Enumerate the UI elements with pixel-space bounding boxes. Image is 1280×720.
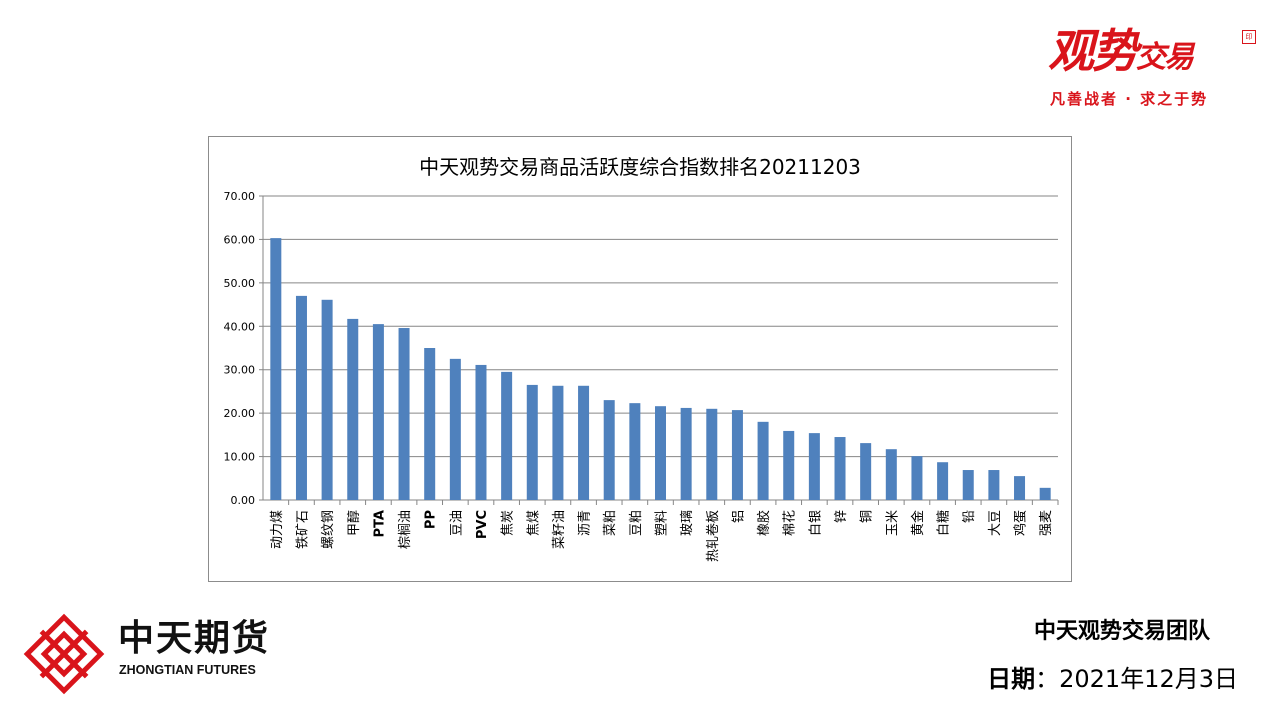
x-tick-label: 螺纹钢 bbox=[321, 510, 336, 549]
bar-黄金 bbox=[911, 456, 923, 500]
guanshi-brand-logo: 观势交易 印 凡善战者 · 求之于势 bbox=[1040, 22, 1260, 112]
x-tick-label: 豆粕 bbox=[629, 510, 644, 536]
bar-棉花 bbox=[783, 430, 795, 500]
x-tick-label: PP bbox=[424, 510, 439, 529]
x-tick-label: 铁矿石 bbox=[295, 510, 310, 549]
company-name-en: ZHONGTIAN FUTURES bbox=[119, 663, 256, 677]
bar-鸡蛋 bbox=[1014, 476, 1026, 500]
bar-白银 bbox=[808, 433, 820, 500]
y-tick-label: 0.00 bbox=[231, 494, 256, 507]
y-tick-label: 70.00 bbox=[224, 190, 256, 203]
brand-name-main: 观势 bbox=[1048, 24, 1138, 78]
bar-玻璃 bbox=[680, 407, 692, 500]
bar-焦炭 bbox=[501, 371, 513, 500]
x-tick-label: 玉米 bbox=[885, 510, 900, 536]
y-tick-label: 20.00 bbox=[224, 407, 256, 420]
x-tick-label: 焦煤 bbox=[526, 510, 541, 536]
bar-PVC bbox=[475, 364, 487, 500]
x-tick-label: 豆油 bbox=[449, 510, 464, 536]
x-tick-label: 铝 bbox=[731, 510, 746, 523]
report-date: 日期：2021年12月3日 bbox=[987, 664, 1238, 694]
bar-沥青 bbox=[578, 385, 590, 500]
x-tick-label: 沥青 bbox=[578, 510, 593, 536]
bar-橡胶 bbox=[757, 421, 769, 500]
bar-chart: 中天观势交易商品活跃度综合指数排名20211203 0.00 10.00 20.00… bbox=[208, 136, 1072, 582]
brand-tagline: 凡善战者 · 求之于势 bbox=[1050, 90, 1209, 108]
x-tick-label: 棕榈油 bbox=[398, 510, 413, 549]
team-name: 中天观势交易团队 bbox=[1033, 619, 1210, 644]
x-tick-label: 菜籽油 bbox=[552, 510, 567, 549]
bar-菜籽油 bbox=[552, 385, 564, 500]
bar-大豆 bbox=[988, 470, 1000, 500]
date-value: 2021年12月3日 bbox=[1059, 665, 1238, 693]
bar-PTA bbox=[372, 324, 384, 500]
x-tick-label: PTA bbox=[372, 510, 387, 537]
date-label: 日期 bbox=[987, 665, 1036, 693]
bar-铜 bbox=[860, 443, 872, 500]
x-tick-label: 铅 bbox=[962, 510, 977, 523]
x-tick-label: 铜 bbox=[860, 510, 875, 523]
bar-豆粕 bbox=[629, 403, 641, 500]
bar-螺纹钢 bbox=[321, 299, 333, 500]
bar-甲醇 bbox=[347, 318, 359, 500]
bar-白糖 bbox=[937, 462, 949, 500]
x-tick-label: 甲醇 bbox=[346, 510, 362, 536]
bar-锌 bbox=[834, 437, 846, 500]
bar-强麦 bbox=[1039, 487, 1051, 500]
brand-name-sub: 交易 bbox=[1136, 40, 1194, 75]
bar-豆油 bbox=[449, 358, 461, 500]
bar-棕榈油 bbox=[398, 328, 410, 500]
y-tick-label: 60.00 bbox=[224, 233, 256, 246]
y-tick-label: 30.00 bbox=[224, 364, 256, 377]
x-tick-label: 热轧卷板 bbox=[705, 510, 721, 562]
bar-焦煤 bbox=[526, 384, 538, 500]
x-tick-label: 菜粕 bbox=[603, 510, 618, 536]
x-tick-label: 橡胶 bbox=[756, 510, 772, 536]
zhongtian-futures-logo: 中天期货 ZHONGTIAN FUTURES bbox=[22, 612, 282, 696]
bar-玉米 bbox=[885, 449, 897, 500]
y-tick-label: 40.00 bbox=[224, 320, 256, 333]
x-tick-label: 大豆 bbox=[988, 510, 1003, 536]
x-tick-label: 玻璃 bbox=[680, 510, 695, 536]
bar-铝 bbox=[731, 410, 743, 500]
x-tick-label: 白银 bbox=[807, 510, 823, 536]
bar-PP bbox=[424, 348, 436, 500]
bar-铁矿石 bbox=[295, 295, 307, 500]
date-separator: ： bbox=[1035, 665, 1060, 693]
x-tick-label: 塑料 bbox=[655, 510, 670, 536]
brand-seal-icon: 印 bbox=[1242, 30, 1256, 44]
chart-title: 中天观势交易商品活跃度综合指数排名20211203 bbox=[419, 155, 861, 179]
company-name-cn: 中天期货 bbox=[118, 618, 271, 659]
zhongtian-emblem-icon bbox=[23, 613, 105, 695]
chart-canvas: 0.00 10.00 20.00 30.00 40.00 50.00 60.00 70.00 动… bbox=[224, 190, 1059, 562]
bar-塑料 bbox=[655, 406, 666, 500]
bar-热轧卷板 bbox=[706, 408, 718, 500]
y-tick-label: 10.00 bbox=[224, 451, 256, 464]
bar-菜粕 bbox=[603, 400, 615, 500]
bar-铅 bbox=[962, 470, 974, 500]
x-tick-label: 棉花 bbox=[782, 510, 798, 536]
bar-动力煤 bbox=[270, 238, 282, 500]
x-tick-label: 焦炭 bbox=[501, 510, 516, 536]
x-tick-label: 锌 bbox=[834, 510, 849, 523]
x-tick-label: PVC bbox=[475, 510, 490, 539]
x-tick-label: 鸡蛋 bbox=[1013, 510, 1029, 536]
x-tick-label: 动力煤 bbox=[270, 510, 285, 549]
x-tick-label: 黄金 bbox=[910, 510, 926, 536]
x-tick-label: 强麦 bbox=[1039, 510, 1054, 536]
y-tick-label: 50.00 bbox=[224, 277, 256, 290]
x-tick-label: 白糖 bbox=[936, 510, 952, 536]
